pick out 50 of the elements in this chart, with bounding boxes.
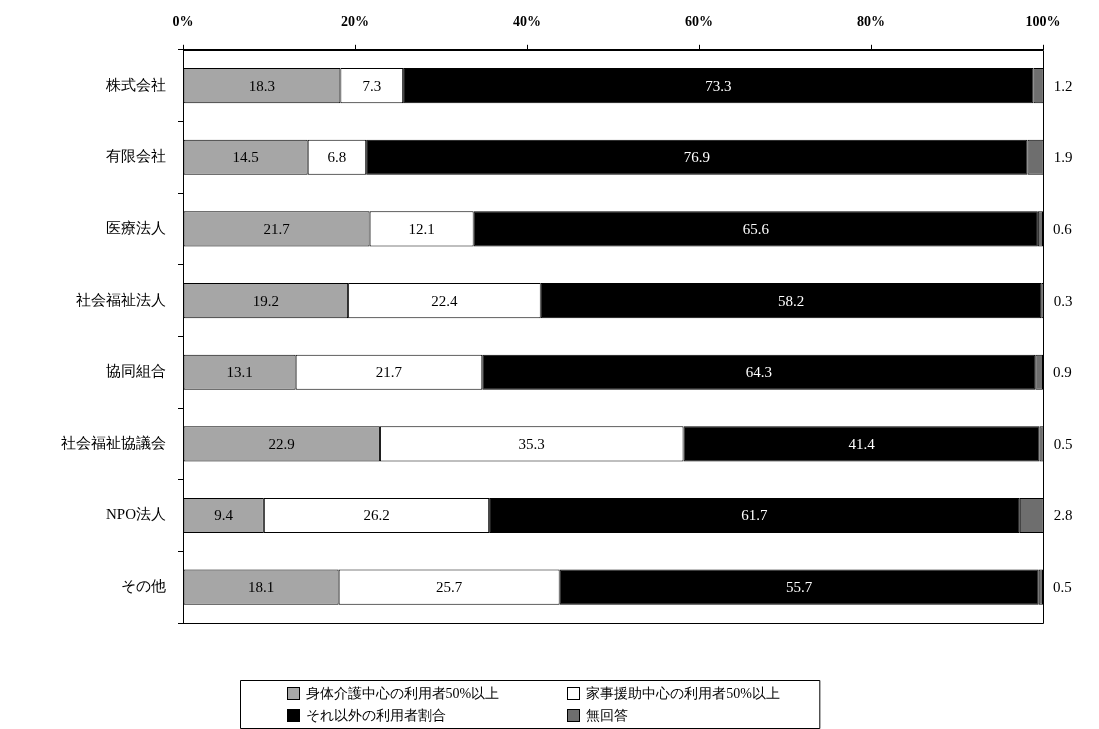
- data-label: 9.4: [214, 507, 234, 524]
- data-label: 7.3: [362, 77, 382, 94]
- legend-label: 身体介護中心の利用者50%以上: [305, 686, 500, 702]
- data-label: 14.5: [232, 149, 259, 166]
- data-label: 1.2: [1053, 77, 1073, 94]
- x-tick-label: 40%: [513, 14, 541, 30]
- data-label: 55.7: [786, 579, 813, 596]
- y-tick-label: 社会福祉法人: [76, 291, 166, 308]
- data-label: 6.8: [327, 149, 347, 166]
- data-label: 35.3: [518, 435, 545, 452]
- data-label: 22.4: [431, 292, 459, 309]
- y-tick-label: その他: [121, 578, 166, 595]
- y-tick-label: 協同組合: [106, 363, 166, 380]
- data-label: 65.6: [742, 220, 770, 237]
- data-label: 12.1: [408, 220, 435, 237]
- y-tick-label: NPO法人: [105, 506, 166, 523]
- legend-label: それ以外の利用者割合: [305, 708, 446, 724]
- x-tick-label: 20%: [341, 14, 369, 30]
- data-label: 0.3: [1053, 292, 1073, 309]
- data-label: 76.9: [683, 149, 710, 166]
- data-label: 0.5: [1053, 435, 1073, 452]
- data-label: 73.3: [705, 77, 732, 94]
- legend-label: 無回答: [586, 708, 629, 724]
- legend-label: 家事援助中心の利用者50%以上: [586, 686, 780, 702]
- x-tick-label: 0%: [172, 14, 194, 30]
- data-label: 18.3: [248, 77, 276, 94]
- data-label: 13.1: [226, 364, 253, 381]
- data-label: 0.6: [1053, 220, 1073, 237]
- y-tick-label: 有限会社: [106, 148, 166, 165]
- data-label: 21.7: [263, 220, 291, 237]
- data-label: 21.7: [375, 364, 403, 381]
- data-label: 61.7: [741, 507, 769, 524]
- data-label: 0.5: [1053, 579, 1072, 596]
- data-label: 41.4: [848, 435, 876, 452]
- data-label: 2.8: [1053, 507, 1073, 524]
- y-tick-label: 医療法人: [106, 219, 166, 236]
- x-tick-label: 60%: [685, 14, 713, 30]
- data-label: 22.9: [268, 435, 295, 452]
- data-label: 64.3: [745, 364, 772, 381]
- y-tick-label: 株式会社: [105, 76, 166, 93]
- data-label: 19.2: [252, 292, 279, 309]
- data-label: 1.9: [1053, 149, 1073, 166]
- x-tick-label: 80%: [857, 14, 885, 30]
- x-tick-label: 100%: [1025, 14, 1061, 30]
- data-label: 25.7: [436, 579, 463, 596]
- data-label: 58.2: [777, 292, 805, 309]
- data-label: 0.9: [1053, 364, 1072, 381]
- data-label: 18.1: [247, 579, 275, 596]
- y-tick-label: 社会福祉協議会: [61, 434, 166, 451]
- data-label: 26.2: [363, 507, 390, 524]
